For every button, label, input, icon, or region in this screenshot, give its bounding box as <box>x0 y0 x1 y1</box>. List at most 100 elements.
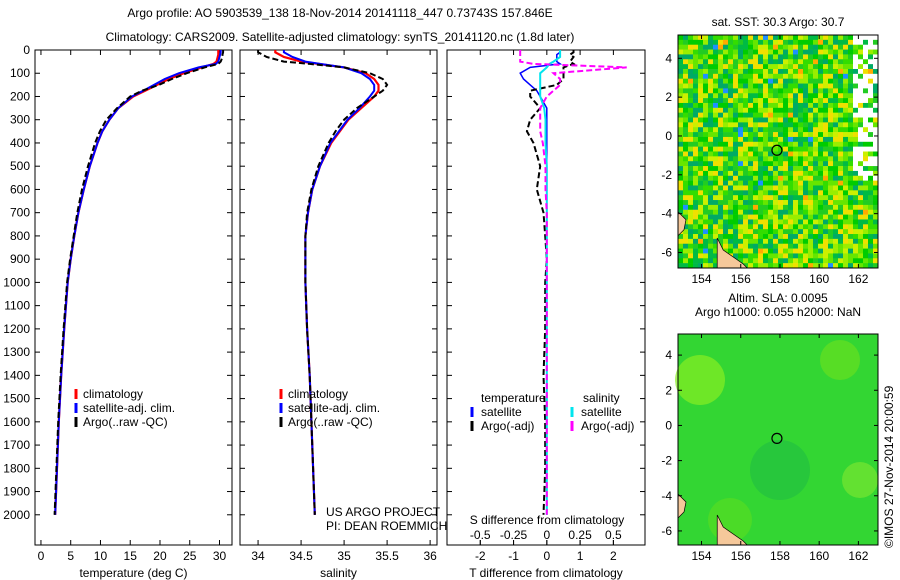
sst-cell <box>858 68 864 75</box>
argo-position-marker <box>771 144 783 156</box>
sst-cell <box>678 136 684 143</box>
sst-cell <box>823 78 829 84</box>
sst-cell <box>688 141 694 147</box>
sst-cell <box>728 122 734 128</box>
sst-cell <box>868 229 874 235</box>
sst-cell <box>708 54 714 60</box>
sst-cell <box>718 200 724 206</box>
sst-cell <box>818 64 824 70</box>
sst-cell <box>678 238 684 245</box>
sst-cell <box>718 224 724 230</box>
sst-cell <box>793 166 799 172</box>
sst-cell <box>813 132 819 138</box>
sst-cell <box>683 238 689 245</box>
sst-cell <box>838 127 844 133</box>
sst-cell <box>783 49 789 55</box>
sst-cell <box>698 54 704 60</box>
sst-cell <box>733 49 739 55</box>
sst-cell <box>688 161 694 167</box>
sst-cell <box>803 68 809 75</box>
x-tick-label: -1 <box>508 549 519 563</box>
lon-tick-label: 156 <box>731 272 751 286</box>
sst-cell <box>853 117 859 123</box>
sst-cell <box>693 39 699 46</box>
legend-label: Argo(..raw -QC) <box>83 415 168 429</box>
sst-cell <box>873 112 879 118</box>
sst-cell <box>728 185 734 191</box>
sst-cell <box>683 78 689 84</box>
sst-cell <box>763 190 769 196</box>
sst-cell <box>798 35 804 41</box>
sst-cell <box>703 117 709 123</box>
sst-cell <box>743 122 749 128</box>
sst-cell <box>778 88 784 94</box>
sst-cell <box>688 127 694 133</box>
sst-cell <box>703 98 709 104</box>
sst-cell <box>818 117 824 123</box>
sst-cell <box>708 234 714 240</box>
sst-cell <box>698 175 704 181</box>
sst-cell <box>708 214 714 220</box>
sst-cell <box>848 166 854 172</box>
sst-cell <box>818 102 824 109</box>
sst-cell <box>703 151 709 157</box>
sst-cell <box>773 102 779 109</box>
sst-cell <box>678 98 684 104</box>
sst-cell <box>818 44 824 50</box>
sst-cell <box>713 170 719 177</box>
sst-cell <box>723 166 729 172</box>
sst-cell <box>763 132 769 138</box>
sst-cell <box>778 195 784 201</box>
sst-cell <box>843 117 849 123</box>
sst-cell <box>708 73 714 79</box>
sst-cell <box>863 127 869 133</box>
sst-cell <box>858 234 864 240</box>
sst-cell <box>748 248 754 254</box>
sst-cell <box>843 204 849 211</box>
sst-cell <box>868 200 874 206</box>
sst-cell <box>753 170 759 177</box>
sst-cell <box>683 214 689 220</box>
sst-cell <box>808 146 814 152</box>
sst-cell <box>758 180 764 186</box>
sst-cell <box>698 229 704 235</box>
sst-cell <box>873 107 879 113</box>
sst-cell <box>788 190 794 196</box>
sst-cell <box>823 195 829 201</box>
sst-cell <box>808 78 814 84</box>
sst-cell <box>803 122 809 128</box>
sst-cell <box>698 88 704 94</box>
sst-cell <box>863 107 869 113</box>
sst-cell <box>723 73 729 79</box>
sst-cell <box>758 156 764 162</box>
sst-cell <box>868 35 874 41</box>
sst-cell <box>828 229 834 235</box>
sst-cell <box>873 83 879 89</box>
sst-cell <box>823 136 829 143</box>
sst-cell <box>778 122 784 128</box>
sst-cell <box>833 49 839 55</box>
sst-cell <box>788 117 794 123</box>
sst-cell <box>843 122 849 128</box>
sst-cell <box>743 248 749 254</box>
sst-cell <box>693 49 699 55</box>
sst-cell <box>833 98 839 104</box>
sst-cell <box>693 122 699 128</box>
sst-cell <box>788 64 794 70</box>
secondary-axis-label: S difference from climatology <box>470 513 625 527</box>
sst-cell <box>868 248 874 254</box>
sst-cell <box>683 93 689 99</box>
sst-cell <box>773 204 779 211</box>
sst-cell <box>843 44 849 50</box>
sst-cell <box>798 83 804 89</box>
sst-cell <box>848 263 854 269</box>
sst-cell <box>728 214 734 220</box>
sst-cell <box>743 161 749 167</box>
sst-cell <box>733 64 739 70</box>
sst-cell <box>748 132 754 138</box>
x-tick-label: 5 <box>67 549 74 563</box>
sst-cell <box>688 49 694 55</box>
sst-cell <box>683 68 689 75</box>
sst-cell <box>783 136 789 143</box>
sst-cell <box>763 59 769 65</box>
